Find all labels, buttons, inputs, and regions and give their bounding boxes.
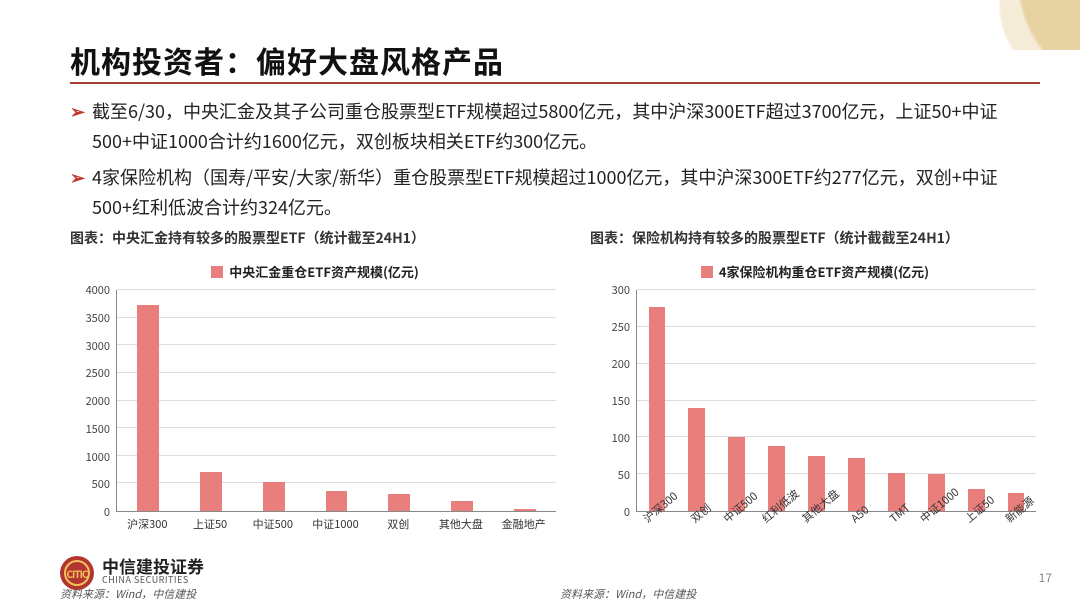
x-tick-label: 上证50 (193, 516, 227, 532)
y-axis-ticks: 05001000150020002500300035004000 (70, 290, 114, 512)
gridline (117, 344, 556, 345)
y-tick-label: 1500 (86, 421, 110, 437)
bullet-item: ➢ 截至6/30，中央汇金及其子公司重仓股票型ETF规模超过5800亿元，其中沪… (70, 96, 1040, 156)
gridline (637, 326, 1036, 327)
slide-title: 机构投资者：偏好大盘风格产品 (70, 38, 504, 82)
x-tick-label: 中证1000 (312, 516, 358, 532)
gridline (117, 455, 556, 456)
y-tick-label: 1000 (86, 449, 110, 465)
title-underline (70, 82, 1040, 84)
logo-en: CHINA SECURITIES (102, 573, 204, 587)
charts-row: 中央汇金重仓ETF资产规模(亿元)05001000150020002500300… (70, 256, 1040, 544)
bar (388, 494, 410, 511)
y-tick-label: 0 (104, 504, 110, 520)
y-tick-label: 150 (612, 393, 630, 409)
gridline (117, 372, 556, 373)
gridline (117, 482, 556, 483)
y-tick-label: 100 (612, 430, 630, 446)
y-tick-label: 4000 (86, 282, 110, 298)
x-tick-label: 金融地产 (502, 516, 546, 532)
right-chart: 4家保险机构重仓ETF资产规模(亿元) 0 50 100 150 200 250 300 沪深3… (590, 256, 1040, 544)
bullet-item: ➢ 4家保险机构（国寿/平安/大家/新华）重仓股票型ETF规模超过1000亿元，… (70, 162, 1040, 222)
bar (263, 482, 285, 511)
source-left: 资料来源：Wind，中信建投 (60, 586, 196, 602)
bullet-marker: ➢ (70, 96, 92, 156)
y-tick-label: 2500 (86, 365, 110, 381)
gridline (637, 289, 1036, 290)
legend-label: 4家保险机构重仓ETF资产规模(亿元) (719, 262, 929, 281)
plot-area (116, 290, 556, 512)
decorative-corner (820, 0, 1080, 50)
y-axis-ticks: 050100150200250300 (590, 290, 634, 512)
gridline (637, 400, 1036, 401)
gridline (117, 427, 556, 428)
y-tick-label: 3500 (86, 310, 110, 326)
plot-area (636, 290, 1036, 512)
bullet-list: ➢ 截至6/30，中央汇金及其子公司重仓股票型ETF规模超过5800亿元，其中沪… (70, 96, 1040, 228)
left-chart-caption: 图表：中央汇金持有较多的股票型ETF（统计截至24H1） (70, 228, 570, 248)
bullet-text: 截至6/30，中央汇金及其子公司重仓股票型ETF规模超过5800亿元，其中沪深3… (92, 96, 1040, 156)
right-chart-caption: 图表：保险机构持有较多的股票型ETF（统计截截至24H1） (570, 228, 1040, 248)
company-logo: CITIC 中信建投证券 CHINA SECURITIES (60, 556, 204, 590)
bar (514, 509, 536, 511)
legend-label: 中央汇金重仓ETF资产规模(亿元) (229, 262, 419, 281)
bar (688, 408, 705, 511)
bullet-marker: ➢ (70, 162, 92, 222)
left-chart: 中央汇金重仓ETF资产规模(亿元) 0 500 1000 1500 2000 2500 300… (70, 256, 560, 544)
gridline (117, 400, 556, 401)
page-number: 17 (1039, 569, 1052, 586)
y-tick-label: 2000 (86, 393, 110, 409)
y-tick-label: 3000 (86, 338, 110, 354)
footer: CITIC 中信建投证券 CHINA SECURITIES 资料来源：Wind，… (0, 554, 1080, 604)
bar (200, 472, 222, 511)
chart-captions: 图表：中央汇金持有较多的股票型ETF（统计截至24H1） 图表：保险机构持有较多… (70, 228, 1040, 248)
slide: 机构投资者：偏好大盘风格产品 ➢ 截至6/30，中央汇金及其子公司重仓股票型ET… (0, 0, 1080, 608)
bar (326, 491, 348, 511)
gridline (117, 317, 556, 318)
logo-icon: CITIC (60, 556, 94, 590)
logo-cn: 中信建投证券 (102, 559, 204, 573)
chart-legend: 中央汇金重仓ETF资产规模(亿元) (70, 262, 560, 281)
x-tick-label: 其他大盘 (439, 516, 483, 532)
y-tick-label: 500 (92, 476, 110, 492)
chart-legend: 4家保险机构重仓ETF资产规模(亿元) (590, 262, 1040, 281)
source-right: 资料来源：Wind，中信建投 (560, 586, 696, 602)
gridline (117, 289, 556, 290)
x-axis-labels: 沪深300双创中证500红利低波其他大盘A50TMT中证1000上证50新能源 (636, 512, 1036, 544)
y-tick-label: 300 (612, 282, 630, 298)
x-tick-label: 中证500 (253, 516, 293, 532)
y-tick-label: 250 (612, 319, 630, 335)
bar (137, 305, 159, 511)
bar (649, 307, 666, 511)
bar (451, 501, 473, 511)
y-tick-label: 0 (624, 504, 630, 520)
y-tick-label: 200 (612, 356, 630, 372)
bullet-text: 4家保险机构（国寿/平安/大家/新华）重仓股票型ETF规模超过1000亿元，其中… (92, 162, 1040, 222)
y-tick-label: 50 (618, 467, 630, 483)
logo-text: 中信建投证券 CHINA SECURITIES (102, 559, 204, 587)
gridline (637, 363, 1036, 364)
x-axis-labels: 沪深300 上证50 中证500 中证1000 双创 其他大盘 金融地产 (116, 512, 556, 544)
x-tick-label: 双创 (387, 516, 409, 532)
x-tick-label: 沪深300 (127, 516, 167, 532)
